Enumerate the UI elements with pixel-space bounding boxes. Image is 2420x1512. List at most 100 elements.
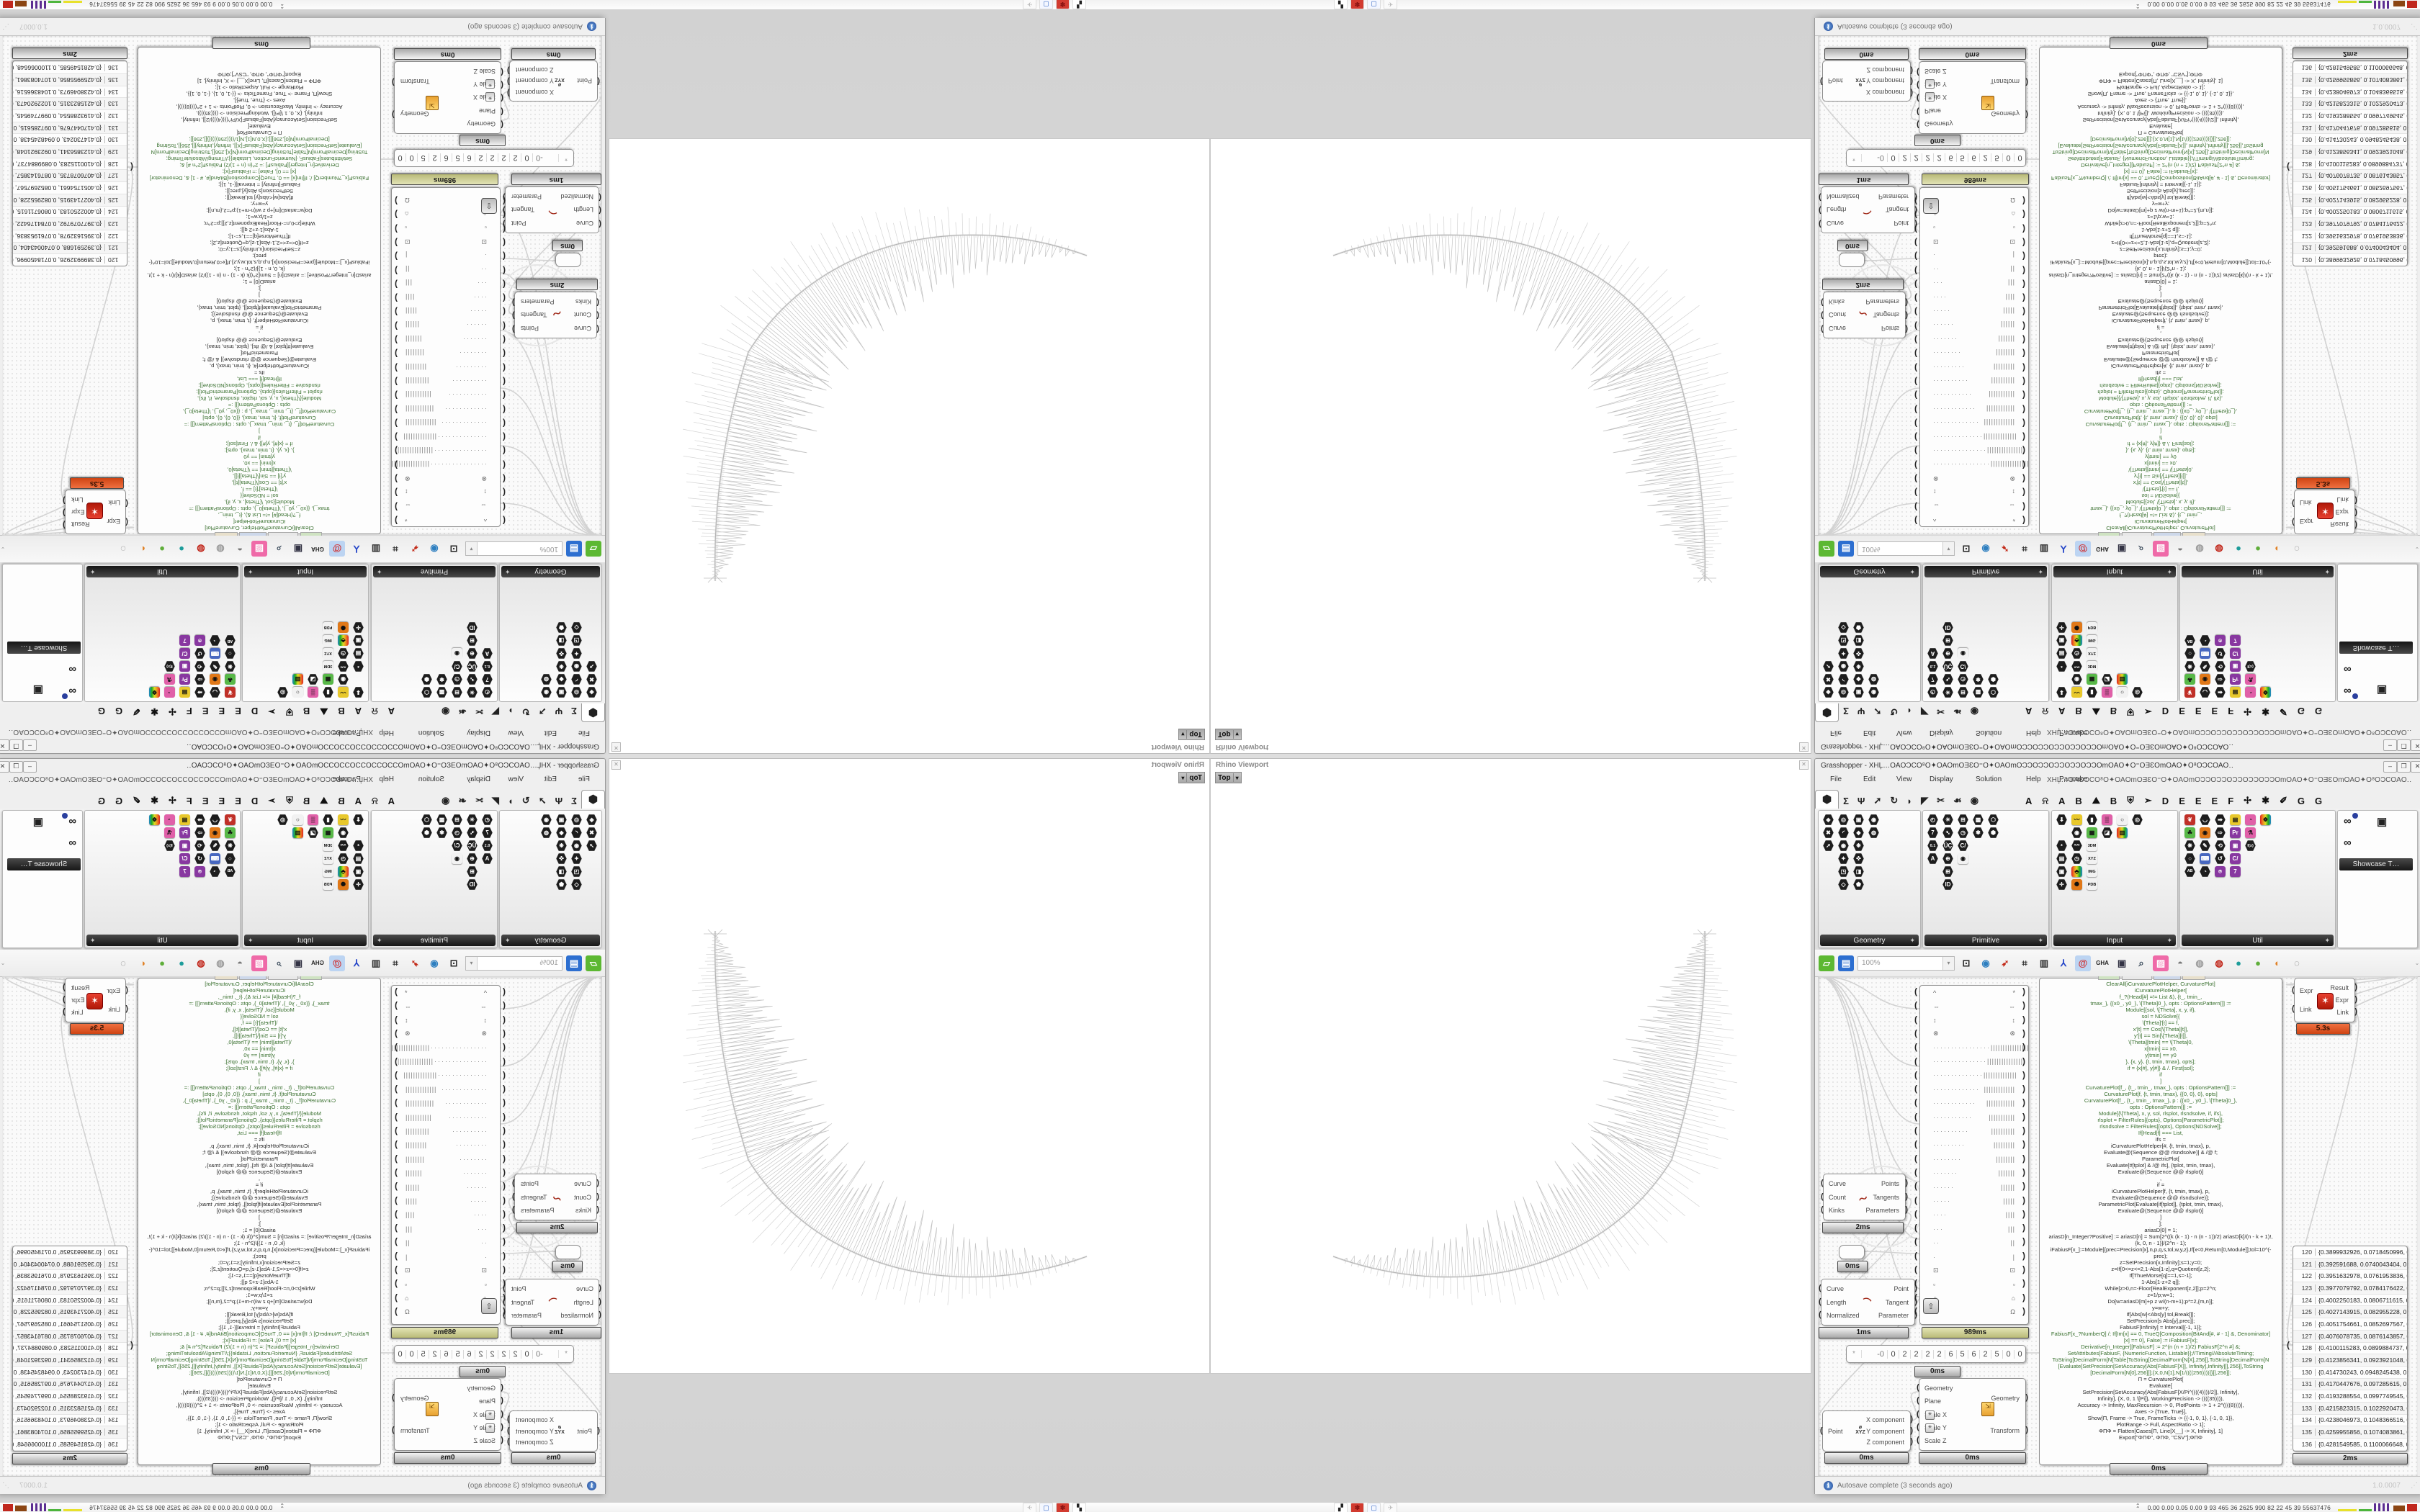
component-icon[interactable]: 7 (482, 674, 493, 685)
sketch-quill-icon[interactable]: ➶ (411, 544, 419, 555)
input-port-scale-z[interactable]: Scale Z (1924, 1436, 1947, 1444)
capsule-component[interactable] (1839, 253, 1865, 267)
component-icon[interactable]: ◎ (2132, 687, 2143, 698)
port-grip[interactable]: ) (395, 320, 398, 331)
port-grip[interactable]: ) (2022, 223, 2025, 234)
port-grip[interactable]: ( (1821, 298, 1824, 307)
scroller-digit-6[interactable]: 5 (452, 153, 464, 163)
tab-plugin-11[interactable]: E (2211, 706, 2218, 716)
speaker-widget-icon[interactable]: ▥ (2039, 544, 2049, 555)
component-icon[interactable]: ➚ (1823, 840, 1834, 851)
deconstruct-point-component[interactable]: Point(X component) Y component) Z componen… (507, 60, 600, 102)
port-grip[interactable]: ) (2022, 446, 2025, 456)
port-grip[interactable]: ( (501, 1435, 503, 1444)
scroller-digit-6[interactable]: 5 (1956, 153, 1968, 163)
component-icon[interactable]: ▤ (353, 853, 364, 864)
goggles-icon[interactable]: ∞ (2344, 837, 2352, 849)
port-grip[interactable]: ( (125, 518, 128, 526)
input-port-length[interactable]: Length (1827, 1298, 1847, 1306)
clamp-widget-icon[interactable]: ⌗ (393, 544, 398, 555)
input-port-geometry[interactable]: Geometry (467, 120, 496, 127)
component-icon[interactable]: ✦ (1838, 648, 1849, 659)
component-icon[interactable]: ▒ (308, 687, 318, 698)
component-icon[interactable]: ◉ (2200, 827, 2210, 838)
tab-plugin-13[interactable]: ✢ (168, 795, 176, 806)
component-icon[interactable]: ◔ (2200, 635, 2210, 646)
port-grip[interactable]: ) (395, 238, 398, 248)
menu-item-solution[interactable]: Solution (418, 775, 444, 783)
tab-category-icon-3[interactable]: ➚ (1873, 706, 1882, 717)
component-icon[interactable]: C/ (1958, 661, 1968, 672)
port-grip[interactable]: ) (395, 362, 398, 373)
taskbar-app-pale-icon[interactable]: ✈ (1023, 0, 1036, 10)
port-grip[interactable]: ( (1914, 446, 1917, 456)
scroller-digit-7[interactable]: 6 (441, 153, 452, 163)
port-grip[interactable]: ( (1917, 1383, 1919, 1392)
port-grip[interactable]: ) (507, 89, 510, 98)
tab-plugin-4[interactable]: ⛰ (2092, 795, 2100, 806)
port-grip[interactable]: ) (2354, 521, 2357, 530)
port-grip[interactable]: ( (1821, 311, 1824, 320)
component-icon[interactable]: ⇨ (2215, 827, 2226, 838)
component-icon[interactable]: ▮ (2087, 814, 2097, 825)
component-icon[interactable]: ▦ (2087, 674, 2097, 685)
sketch-quill-icon[interactable]: ➶ (2001, 544, 2009, 555)
output-port-parameters[interactable]: Parameters (1865, 298, 1899, 306)
tab-plugin-11[interactable]: E (202, 706, 209, 716)
component-icon[interactable]: C/ (452, 661, 462, 672)
dashed-circle-icon[interactable]: ◌ (120, 544, 126, 554)
component-icon[interactable]: ⌨ (210, 853, 220, 864)
component-icon[interactable]: ◉ (338, 827, 349, 838)
component-icon[interactable]: ◈ (1823, 814, 1834, 825)
port-grip[interactable]: ) (395, 223, 398, 234)
port-grip[interactable]: ( (503, 251, 506, 262)
port-grip[interactable]: ) (2022, 1292, 2025, 1302)
component-icon[interactable]: XYZ (323, 853, 333, 864)
tab-category-icon-7[interactable]: ✂ (475, 706, 483, 717)
port-grip[interactable]: ) (2022, 251, 2025, 262)
gh-titlebar[interactable]: Grasshopper - XHL̦…OAOƆCO⁸O✦OAOmOƎƐO⁼O✦O… (1815, 739, 2420, 753)
component-icon[interactable]: ❋ (1853, 661, 1864, 672)
input-port-count[interactable]: Count (1829, 311, 1847, 319)
component-icon[interactable]: ⍟ (2215, 635, 2226, 646)
component-icon[interactable]: ◪ (308, 827, 318, 838)
component-icon[interactable]: ⯃ (2071, 879, 2082, 890)
scroller-digit-2[interactable]: 2 (498, 153, 510, 163)
sketch-quill-icon[interactable]: ➶ (411, 957, 419, 968)
component-icon[interactable]: A (482, 853, 493, 864)
palette-header-util[interactable]: Util ✦ (2182, 935, 2334, 946)
port-grip[interactable]: ) (395, 1000, 398, 1011)
output-port-z-component[interactable]: Z component (516, 1439, 554, 1446)
scroller-digit-3[interactable]: 2 (487, 1349, 498, 1359)
input-port-length[interactable]: Length (573, 1298, 593, 1306)
palette-header-geometry[interactable]: Geometry ✦ (501, 935, 600, 946)
zoom-search-icon[interactable]: ⌕ (276, 544, 282, 555)
gh-titlebar[interactable]: Grasshopper - XHL̦…OAOƆCO⁸O✦OAOmOƎƐO⁼O✦O… (0, 739, 605, 753)
tab-plugin-10[interactable]: E (2195, 796, 2202, 806)
point-list-panel[interactable]: 120 {0.3899932926, 0.0718450996, 0.0} 121{… (2293, 60, 2408, 266)
component-icon[interactable]: ⯃ (338, 879, 349, 890)
input-port-plane[interactable]: Plane (1924, 1398, 1942, 1405)
port-grip[interactable]: ) (395, 196, 398, 207)
component-icon[interactable]: ⍟ (2215, 866, 2226, 877)
component-icon[interactable]: ▣ (179, 661, 190, 672)
port-grip[interactable]: ( (599, 219, 601, 228)
port-grip[interactable]: ) (392, 77, 395, 86)
taskbar-app-bw-icon[interactable]: ▞ (1072, 1502, 1086, 1512)
evaluate-length-component[interactable]: Curve(Length(Normalized(Point) Tangent) Pa… (503, 186, 601, 233)
port-grip[interactable]: ( (1917, 107, 1919, 116)
port-grip[interactable]: ) (63, 508, 66, 517)
point-list-panel[interactable]: 120 {0.3899932926, 0.0718450996, 0.0} 121{… (2293, 1246, 2408, 1452)
port-grip[interactable]: ( (503, 377, 506, 387)
port-grip[interactable]: ) (2022, 1111, 2025, 1122)
component-icon[interactable]: ⊞ (467, 635, 478, 646)
palette-expand-icon[interactable]: ✦ (2038, 936, 2043, 944)
component-icon[interactable]: ➚ (586, 840, 597, 851)
tab-plugin-16[interactable]: G (2297, 706, 2305, 716)
port-grip[interactable]: ( (503, 1278, 506, 1289)
tab-category-icon-4[interactable]: ↻ (521, 795, 530, 806)
tab-plugin-9[interactable]: E (2179, 706, 2185, 716)
taskbar-app-window-icon[interactable]: ▢ (1367, 1502, 1381, 1512)
port-grip[interactable]: ) (63, 1007, 66, 1017)
port-grip[interactable]: ) (395, 1111, 398, 1122)
